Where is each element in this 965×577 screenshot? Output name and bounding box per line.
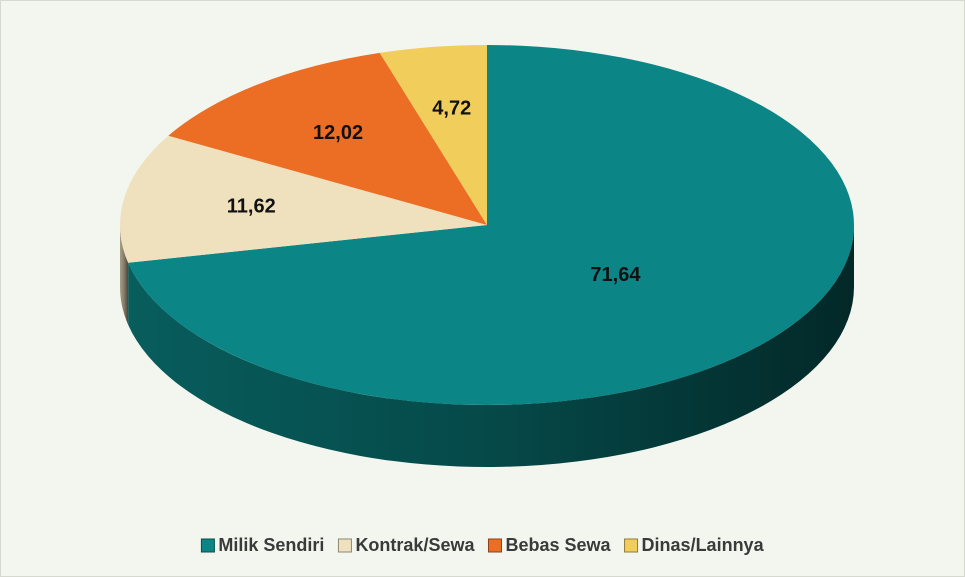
legend: Milik Sendiri Kontrak/Sewa Bebas Sewa Dinas… [200, 535, 765, 555]
slice [168, 52, 488, 226]
legend-swatch [337, 538, 352, 553]
legend-swatch [487, 538, 502, 553]
data-label: 12,02 [313, 122, 363, 144]
legend-swatch [624, 538, 639, 553]
slice-side [128, 225, 854, 467]
data-label: 4,72 [432, 98, 471, 120]
legend-label: Dinas/Lainnya [642, 535, 765, 555]
data-label: 11,62 [227, 195, 276, 217]
legend-swatch [200, 538, 215, 553]
slice [128, 45, 854, 405]
slice-side [120, 225, 129, 325]
data-label: 71,64 [590, 264, 641, 286]
legend-label: Milik Sendiri [218, 535, 324, 555]
legend-label: Bebas Sewa [505, 535, 611, 555]
slice [119, 135, 487, 263]
slice [379, 45, 487, 225]
legend-label: Kontrak/Sewa [355, 535, 475, 555]
